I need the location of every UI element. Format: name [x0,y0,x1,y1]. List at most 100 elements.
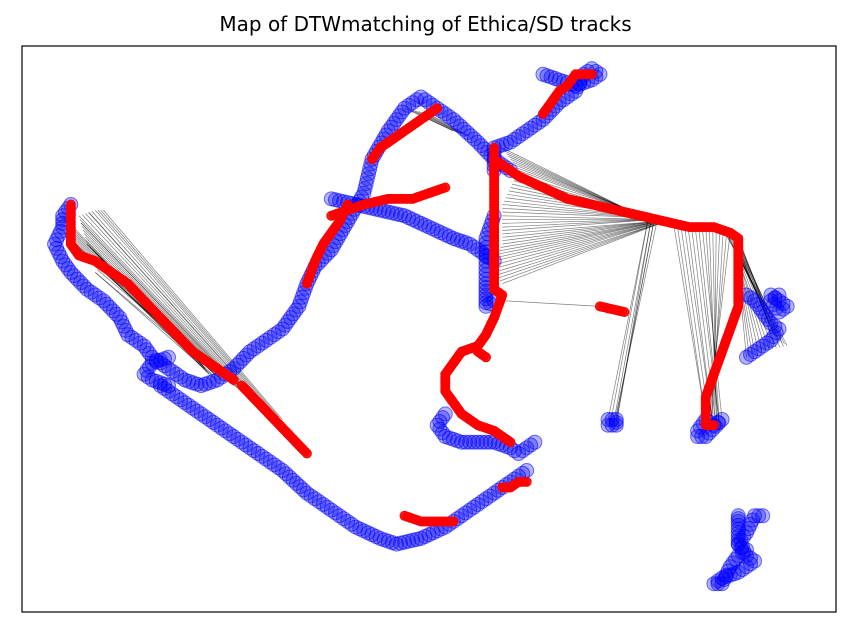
data-point [747,508,763,524]
data-point [755,508,771,524]
data-point [515,443,531,459]
matching-line [502,221,657,242]
matching-line [497,221,660,255]
data-point [266,457,282,473]
data-point [319,499,335,515]
matching-line [708,231,728,434]
data-point [401,97,417,113]
matching-line [498,221,666,279]
data-point [771,287,787,303]
data-point [409,92,425,108]
data-point [751,341,767,357]
data-point [462,434,478,450]
data-point [506,131,522,147]
data-point [743,556,759,572]
data-point [299,485,315,501]
data-point [478,491,494,507]
data-point [270,460,286,476]
matching-line [97,209,277,416]
data-point [173,392,189,408]
matching-line [502,221,657,235]
data-point [246,443,262,459]
data-point [197,409,213,425]
data-point [234,434,250,450]
data-point [209,417,225,433]
data-point [458,434,474,450]
data-point [128,332,144,348]
matching-line [500,221,660,248]
matching-line [502,300,600,307]
data-point [307,491,323,507]
data-point [315,496,331,512]
matching-line [502,215,655,220]
data-point [743,346,759,362]
matching-line [94,209,273,413]
data-point [462,236,478,252]
data-point [181,397,197,413]
data-point [262,329,278,345]
data-point [441,109,457,125]
data-point [397,100,413,116]
matching-line [712,228,717,426]
matching-line [710,231,724,431]
data-point [405,95,421,111]
data-point [608,417,624,433]
data-point [205,414,221,430]
matching-line [498,221,660,252]
data-point [730,564,746,580]
data-point [189,403,205,419]
data-point [301,448,312,459]
data-point [124,329,140,345]
matching-line [694,225,720,420]
data-point [462,502,478,518]
data-point [250,446,266,462]
matching-line [615,221,658,414]
data-point [738,349,754,365]
data-point [262,454,278,470]
data-point [161,349,177,365]
data-point [694,429,710,445]
data-point [454,434,470,450]
matching-line [676,222,707,420]
data-point [417,92,433,108]
data-point [619,307,630,318]
data-point [521,476,532,487]
data-point [83,284,99,300]
matching-line [495,221,660,259]
data-point [470,434,486,450]
matching-line [502,221,657,238]
matching-line [496,221,666,276]
data-point [254,335,270,351]
data-point [238,437,254,453]
data-point [230,431,246,447]
data-point [478,434,494,450]
data-point [763,293,779,309]
matching-line [502,219,655,224]
data-point [747,344,763,360]
data-point [511,129,527,145]
data-point [747,553,763,569]
data-point [604,417,620,433]
data-point [515,126,531,142]
data-point [486,485,502,501]
data-point [169,389,185,405]
data-point [340,513,356,529]
data-point [242,344,258,360]
data-point [213,420,229,436]
data-point [755,338,771,354]
data-point [185,400,201,416]
data-point [358,175,374,191]
data-point [342,199,353,210]
data-point [258,332,274,348]
data-point [474,434,490,450]
data-point [690,429,706,445]
data-point [523,437,539,453]
data-point [169,366,185,382]
series-1 [65,69,744,527]
matching-line [411,109,457,133]
matching-line [502,221,666,285]
data-point [448,516,459,527]
data-point [79,281,95,297]
data-point [120,327,136,343]
